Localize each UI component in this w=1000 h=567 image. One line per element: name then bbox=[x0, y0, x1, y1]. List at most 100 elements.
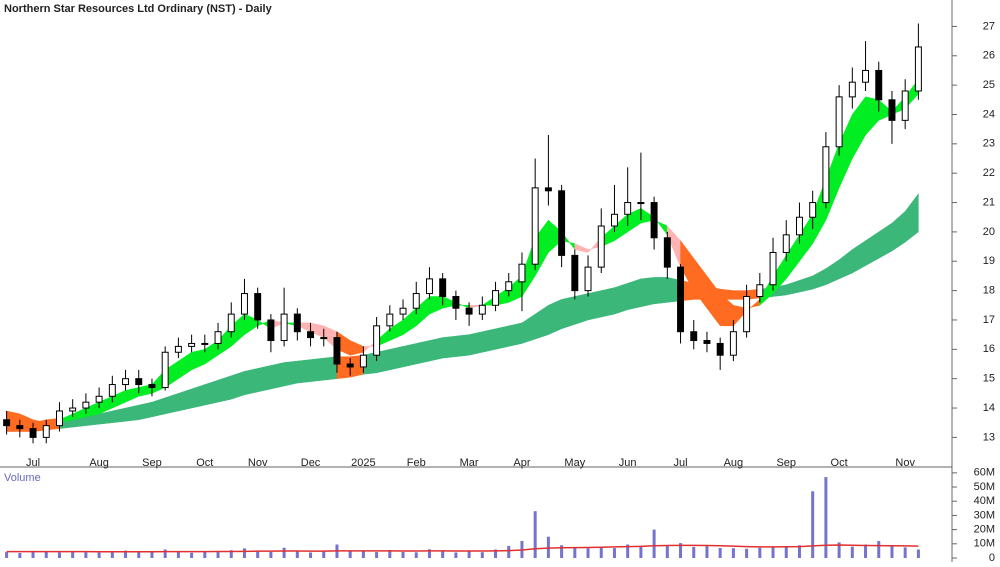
long-band bbox=[112, 407, 126, 423]
candle-body bbox=[478, 304, 486, 315]
volume-bar bbox=[256, 550, 260, 558]
candle-body bbox=[267, 319, 275, 342]
y-tick-label: 14 bbox=[983, 402, 995, 414]
long-band bbox=[495, 325, 509, 350]
volume-bar bbox=[797, 545, 801, 558]
candle-body bbox=[293, 313, 301, 333]
volume-bar bbox=[824, 477, 828, 558]
candle-body bbox=[201, 342, 209, 345]
volume-bar bbox=[560, 545, 564, 558]
candle-body bbox=[135, 378, 143, 386]
candle-body bbox=[42, 425, 50, 438]
volume-bar bbox=[612, 548, 616, 558]
volume-label: Volume bbox=[4, 472, 41, 484]
volume-bar bbox=[480, 552, 484, 558]
candle-body bbox=[95, 395, 103, 403]
volume-bar bbox=[375, 552, 379, 558]
long-band bbox=[164, 393, 179, 415]
long-band bbox=[521, 313, 536, 344]
short-band bbox=[125, 387, 139, 403]
candle-body bbox=[16, 425, 24, 430]
short-band bbox=[852, 96, 866, 160]
volume-bar bbox=[850, 546, 854, 558]
volume-bar bbox=[758, 547, 762, 558]
y-tick-label: 60M bbox=[974, 467, 995, 479]
long-band bbox=[297, 359, 311, 384]
x-tick-label: May bbox=[564, 457, 585, 469]
candle-body bbox=[174, 345, 182, 353]
long-band bbox=[587, 290, 602, 321]
candle-body bbox=[333, 337, 341, 365]
candle-body bbox=[544, 187, 552, 192]
long-band bbox=[389, 346, 404, 371]
candle-body bbox=[835, 96, 843, 148]
long-band bbox=[865, 231, 879, 267]
candle-body bbox=[862, 69, 870, 83]
candle-body bbox=[465, 307, 473, 315]
long-band bbox=[204, 379, 219, 406]
volume-bar bbox=[401, 551, 405, 558]
volume-bar bbox=[877, 540, 881, 558]
volume-bar bbox=[137, 552, 141, 558]
short-band bbox=[349, 340, 364, 356]
y-tick-label: 17 bbox=[983, 314, 995, 326]
candle-body bbox=[188, 342, 196, 347]
candle-body bbox=[888, 99, 896, 121]
candle-body bbox=[161, 351, 169, 388]
long-band bbox=[231, 370, 245, 400]
candle-body bbox=[320, 337, 328, 340]
candle-body bbox=[425, 278, 433, 295]
volume-bar bbox=[18, 553, 22, 558]
long-band bbox=[442, 335, 457, 359]
candle-body bbox=[412, 293, 420, 309]
short-band bbox=[178, 351, 192, 380]
y-tick-label: 27 bbox=[983, 20, 995, 32]
candle-body bbox=[346, 363, 354, 368]
volume-bar bbox=[348, 551, 352, 558]
y-tick-label: 23 bbox=[983, 138, 995, 150]
long-band bbox=[138, 401, 153, 421]
x-tick-label: Oct bbox=[831, 457, 848, 469]
candle-body bbox=[108, 384, 116, 397]
volume-bar bbox=[242, 548, 246, 558]
candle-body bbox=[531, 187, 539, 265]
short-band bbox=[191, 349, 206, 371]
volume-bar bbox=[679, 543, 683, 558]
volume-bar bbox=[57, 552, 61, 558]
x-tick-label: Sep bbox=[776, 457, 796, 469]
volume-bar bbox=[494, 549, 498, 558]
candle-body bbox=[624, 202, 632, 215]
candle-body bbox=[716, 342, 724, 356]
volume-bar bbox=[626, 544, 630, 558]
volume-bar bbox=[731, 548, 735, 558]
y-tick-label: 30M bbox=[974, 509, 995, 521]
x-tick-label: Jul bbox=[674, 457, 688, 469]
candle-body bbox=[584, 266, 592, 292]
volume-bar bbox=[771, 546, 775, 558]
candle-body bbox=[703, 340, 711, 344]
long-band bbox=[534, 304, 549, 340]
volume-bar bbox=[811, 491, 815, 558]
candle-body bbox=[690, 331, 698, 342]
long-band bbox=[825, 259, 840, 286]
candle-body bbox=[82, 401, 90, 409]
y-tick-label: 26 bbox=[983, 50, 995, 62]
y-tick-label: 10M bbox=[974, 538, 995, 550]
long-band bbox=[468, 331, 483, 356]
candle-body bbox=[69, 407, 77, 412]
x-tick-label: Feb bbox=[407, 457, 426, 469]
long-band bbox=[786, 279, 800, 296]
long-band bbox=[891, 210, 906, 252]
volume-bar bbox=[427, 549, 431, 558]
candle-body bbox=[610, 213, 618, 227]
long-band bbox=[151, 397, 166, 418]
short-band bbox=[429, 296, 443, 315]
candle-body bbox=[729, 331, 737, 356]
candle-body bbox=[280, 313, 288, 342]
y-tick-label: 13 bbox=[983, 431, 995, 443]
x-tick-label: Mar bbox=[460, 457, 479, 469]
candle-body bbox=[148, 384, 156, 388]
volume-bar bbox=[163, 549, 167, 558]
